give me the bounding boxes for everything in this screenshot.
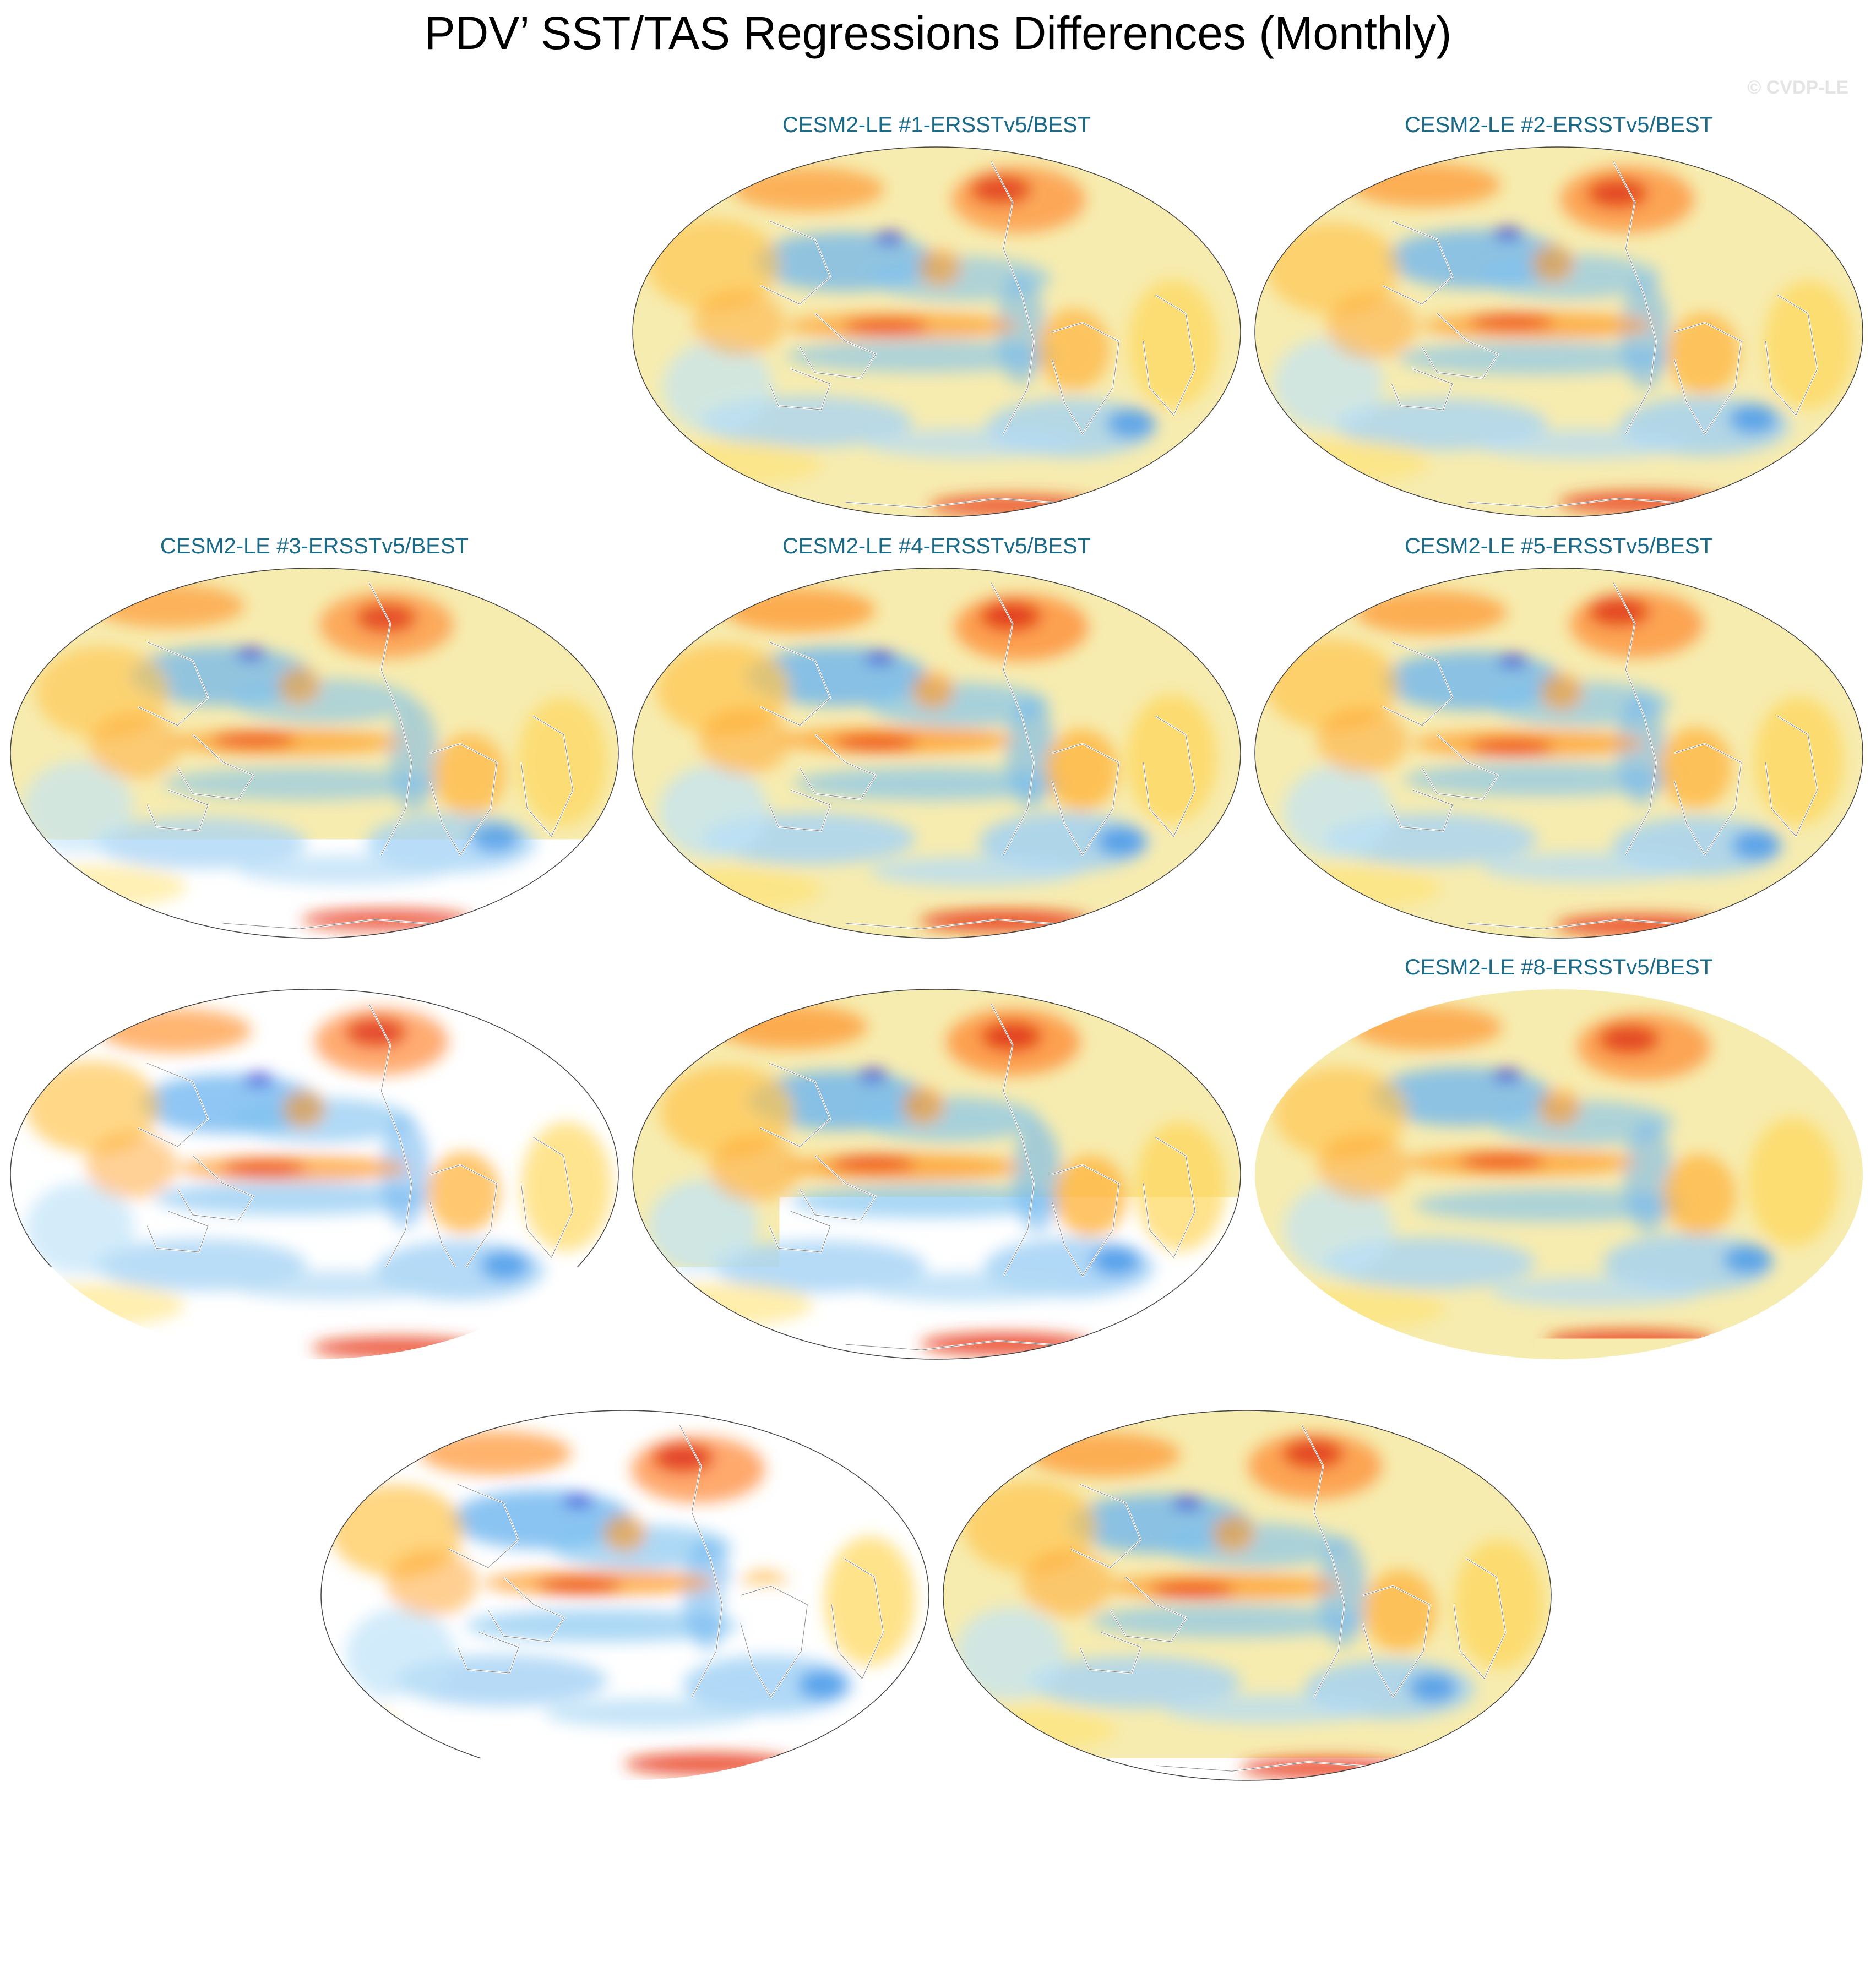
map-panel: CESM2-LE #5-ERSSTv5/BEST [1253,534,1864,941]
colorbar-bin [367,1836,425,1875]
colorbar-bin [995,1836,1052,1875]
world-map [942,1408,1553,1783]
colorbar-bin [139,1836,196,1875]
colorbar-tick-label: -0.6 [220,1873,286,1918]
colorbar-bin [1281,1836,1338,1875]
world-map [1253,145,1864,519]
colorbar-bin [1052,1836,1110,1875]
map-panel: CESM2-LE #6-ERSSTv5/BEST [9,955,620,1363]
colorbar-tick-label: -0.5 [334,1873,400,1918]
colorbar-tick-label: -0.1 [791,1873,857,1918]
colorbar-bin [1395,1836,1452,1875]
colorbar-bin [1509,1836,1566,1875]
colorbar-bin [1110,1836,1167,1875]
map-panel: CESM2-LE #8-ERSSTv5/BEST [1253,955,1864,1363]
panel-title: CESM2-LE #9-ERSSTv5/BEST [319,1376,931,1401]
world-map [1253,566,1864,940]
colorbar-bin [1166,1836,1224,1875]
colorbar-bin [539,1836,596,1875]
colorbar-tick-label: 0.2 [1133,1873,1199,1918]
map-panel: CESM2-LE #2-ERSSTv5/BEST [1253,113,1864,520]
world-map [1253,987,1864,1361]
map-panel: CESM2-LE #3-ERSSTv5/BEST [9,534,620,941]
colorbar-bin [766,1836,824,1875]
credit-watermark: © CVDP-LE [1747,77,1848,99]
colorbar-bin [1337,1836,1395,1875]
map-panel: CESM2-LE #4-ERSSTv5/BEST [631,534,1242,941]
colorbar-bin [253,1836,310,1875]
colorbar-bin [310,1836,367,1875]
map-panel: CESM2-LE #10-ERSSTv5/BEST [942,1376,1553,1784]
colorbar-tick-label: 0.6 [1590,1873,1656,1918]
colorbar-bin [196,1836,253,1875]
colorbar-bin [881,1836,938,1875]
colorbar-tick-label: 0 [905,1873,971,1918]
world-map [631,987,1242,1361]
world-map [9,566,620,940]
colorbar-bin [710,1836,767,1875]
world-map [9,987,620,1361]
colorbar-bin [595,1836,652,1875]
colorbar-tick-label: -0.3 [562,1873,628,1918]
world-map [319,1408,931,1783]
map-panel: CESM2-LE #9-ERSSTv5/BEST [319,1376,931,1784]
world-map [631,566,1242,940]
colorbar-bin [1566,1836,1623,1875]
map-panel: CESM2-LE #7-ERSSTv5/BEST [631,955,1242,1363]
colorbar-tick-label: -0.2 [677,1873,743,1918]
panel-title: CESM2-LE #1-ERSSTv5/BEST [631,113,1242,138]
panel-title: CESM2-LE #4-ERSSTv5/BEST [631,534,1242,559]
colorbar-tick-label: -0.4 [448,1873,514,1918]
world-map [631,145,1242,519]
colorbar [139,1836,1737,1875]
panel-title: CESM2-LE #5-ERSSTv5/BEST [1253,534,1864,559]
colorbar-bin [1452,1836,1509,1875]
colorbar-bin [481,1836,539,1875]
panel-title: CESM2-LE #3-ERSSTv5/BEST [9,534,620,559]
colorbar-tick-label: 0.3 [1248,1873,1314,1918]
panel-title: CESM2-LE #2-ERSSTv5/BEST [1253,113,1864,138]
colorbar-bin [824,1836,881,1875]
colorbar-tick-label: 0.4 [1362,1873,1428,1918]
panel-title: CESM2-LE #6-ERSSTv5/BEST [9,955,620,980]
colorbar-units: C [0,1916,1876,1961]
colorbar-bin [1680,1836,1737,1875]
panel-title: CESM2-LE #8-ERSSTv5/BEST [1253,955,1864,980]
colorbar-bin [652,1836,710,1875]
colorbar-bin [938,1836,996,1875]
colorbar-bin [424,1836,481,1875]
colorbar-tick-label: 0.1 [1019,1873,1085,1918]
figure-title: PDV’ SST/TAS Regressions Differences (Mo… [0,7,1876,60]
colorbar-bin [1623,1836,1681,1875]
map-panel: CESM2-LE #1-ERSSTv5/BEST [631,113,1242,520]
panel-title: CESM2-LE #7-ERSSTv5/BEST [631,955,1242,980]
colorbar-bin [1224,1836,1281,1875]
colorbar-tick-label: 0.5 [1476,1873,1542,1918]
panel-title: CESM2-LE #10-ERSSTv5/BEST [942,1376,1553,1401]
